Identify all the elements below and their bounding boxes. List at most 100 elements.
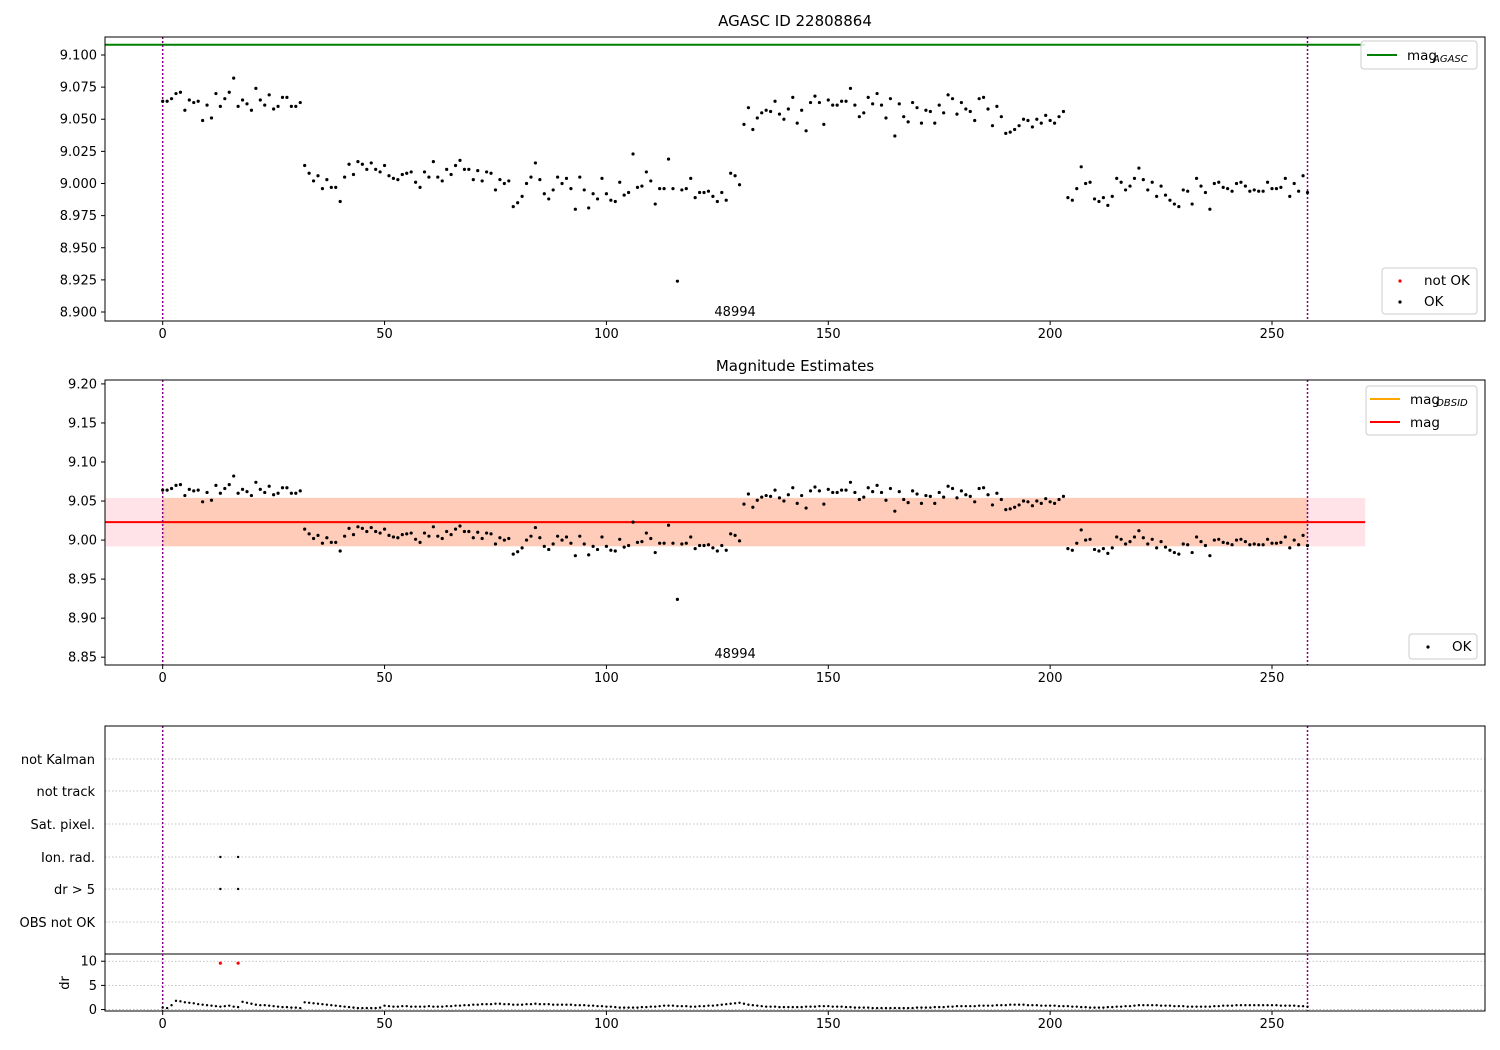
data-point-ok: [653, 550, 657, 555]
x-tick-label: 150: [816, 671, 841, 686]
data-point-ok: [706, 189, 711, 193]
data-point-ok: [640, 184, 644, 188]
dr-point: [969, 1004, 972, 1008]
legend-mag-label: mag: [1410, 415, 1440, 431]
data-point-ok: [1172, 550, 1176, 555]
data-point-ok: [764, 493, 768, 498]
dr-point: [942, 1005, 945, 1009]
data-point-ok: [1163, 545, 1168, 549]
data-point-ok: [533, 525, 538, 530]
y-tick-label: 9.00: [68, 534, 97, 549]
data-point-ok: [316, 174, 320, 178]
data-point-ok: [791, 486, 795, 490]
data-point-ok: [347, 526, 351, 530]
data-point-ok: [201, 500, 205, 504]
dr-point: [1004, 1004, 1007, 1007]
data-point-ok: [289, 491, 293, 495]
flag-category-label: Ion. rad.: [41, 851, 95, 866]
data-point-ok: [1212, 181, 1216, 186]
dr-point: [986, 1004, 990, 1007]
data-point-ok: [942, 111, 946, 115]
data-point-ok: [627, 190, 631, 195]
x-tick-label: 0: [159, 671, 167, 686]
dr-point: [534, 1002, 537, 1005]
data-point-ok: [409, 531, 413, 535]
panel-magnitude-x-axis: 0 50 100 150 200 250: [159, 665, 1284, 686]
data-point-ok: [409, 170, 413, 174]
x-tick-label: 200: [1038, 327, 1063, 342]
data-point-ok: [857, 115, 861, 119]
dr-point: [547, 1003, 550, 1006]
dr-point: [1106, 1005, 1110, 1009]
data-point-ok: [422, 531, 427, 535]
dr-point: [285, 1005, 289, 1009]
data-point-ok: [1097, 199, 1101, 204]
dr-point: [1306, 1005, 1309, 1008]
data-point-ok: [933, 121, 937, 125]
dr-point: [1102, 1006, 1105, 1009]
dr-point: [370, 1006, 373, 1010]
data-point-ok: [1119, 180, 1123, 184]
dr-point: [290, 1006, 293, 1009]
dr-point: [223, 1004, 227, 1008]
dr-point: [1239, 1004, 1243, 1007]
data-point-ok: [848, 86, 853, 91]
data-point-ok: [192, 100, 196, 105]
dr-point: [804, 1005, 808, 1008]
data-point-ok: [1203, 190, 1208, 195]
dr-point: [574, 1004, 577, 1007]
y-tick-label: 8.925: [60, 273, 97, 288]
dr-point: [232, 1005, 235, 1008]
data-point-ok: [1292, 181, 1296, 186]
dr-point: [1279, 1004, 1283, 1007]
x-tick-label: 150: [816, 1017, 841, 1032]
data-point-ok: [995, 104, 999, 108]
data-point-ok: [502, 181, 506, 186]
data-point-ok: [165, 99, 169, 103]
data-point-ok: [174, 483, 178, 488]
data-point-ok: [817, 100, 822, 105]
data-point-ok: [196, 99, 200, 103]
dr-point: [764, 1005, 768, 1008]
dr-point: [449, 1004, 453, 1008]
dr-point: [893, 1006, 897, 1010]
data-point-ok: [538, 536, 542, 540]
panel-dr-ylabel: dr: [58, 976, 73, 990]
dr-point: [361, 1006, 364, 1010]
dr-point: [1040, 1004, 1043, 1007]
flag-point: [236, 887, 240, 891]
dr-point: [299, 1006, 302, 1010]
y-tick-label: 9.100: [60, 48, 97, 63]
y-tick-label: 8.950: [60, 241, 97, 256]
data-point-ok: [378, 531, 382, 535]
data-point-ok: [848, 480, 853, 484]
dr-point-not-ok: [236, 961, 240, 965]
data-point-ok: [280, 486, 285, 490]
data-point-ok: [755, 498, 759, 502]
data-point-ok: [1101, 196, 1105, 200]
data-point-ok: [937, 103, 941, 107]
data-point-ok: [1288, 194, 1292, 198]
dr-point: [951, 1005, 954, 1008]
data-point-ok: [1194, 176, 1199, 180]
dr-point: [911, 1006, 914, 1010]
dr-point: [654, 1005, 657, 1008]
data-point-ok: [1021, 117, 1026, 121]
data-point-ok: [356, 160, 360, 164]
data-point-ok: [351, 172, 356, 177]
data-point-ok: [1234, 538, 1239, 542]
data-point-ok: [467, 529, 471, 534]
dr-point: [800, 1005, 803, 1009]
data-point-ok: [1132, 535, 1137, 539]
data-point-ok: [893, 134, 897, 138]
dr-point: [614, 1005, 617, 1009]
y-tick-label: 9.000: [60, 177, 97, 192]
dr-point: [1301, 1004, 1305, 1008]
dr-point: [1275, 1004, 1278, 1007]
data-point-ok: [1181, 188, 1185, 192]
dr-point: [214, 1004, 218, 1008]
dr-point: [383, 1004, 386, 1007]
data-point-ok: [742, 122, 746, 126]
legend-ok-marker-2: [1426, 645, 1430, 649]
